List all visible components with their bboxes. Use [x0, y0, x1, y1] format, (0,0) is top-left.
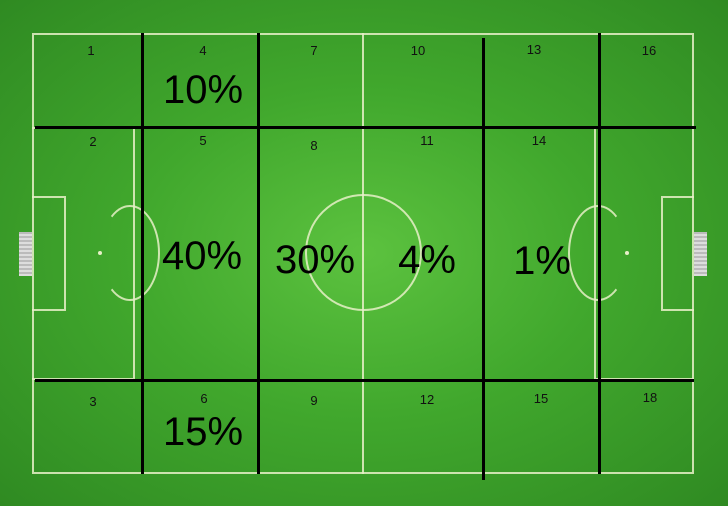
grid-vertical-2	[257, 33, 260, 474]
zone-label: 10	[410, 43, 426, 58]
right-goal-box	[661, 196, 694, 311]
center-circle	[305, 194, 422, 311]
zone-label: 1	[87, 43, 95, 58]
zone-label: 5	[199, 133, 207, 148]
zone-label: 9	[310, 393, 318, 408]
zone-label: 12	[419, 392, 435, 407]
zone-label: 16	[641, 43, 657, 58]
grid-horizontal-top	[35, 126, 696, 129]
left-goal	[19, 232, 32, 276]
grid-vertical-4	[598, 33, 601, 474]
left-penalty-arc	[100, 205, 160, 301]
left-penalty-spot	[98, 251, 102, 255]
zone-label: 11	[420, 133, 434, 148]
right-goal	[694, 232, 707, 276]
zone-label: 8	[310, 138, 318, 153]
grid-vertical-3	[482, 38, 485, 480]
zone-percentage: 40%	[161, 234, 243, 278]
zone-percentage: 30%	[274, 238, 356, 282]
left-goal-box	[32, 196, 66, 311]
zone-label: 4	[199, 43, 207, 58]
zone-percentage: 15%	[162, 410, 244, 454]
right-penalty-spot	[625, 251, 629, 255]
zone-label: 15	[533, 391, 549, 406]
zone-label: 2	[89, 134, 97, 149]
zone-percentage: 1%	[513, 239, 571, 283]
zone-percentage: 4%	[398, 238, 456, 282]
zone-label: 14	[531, 133, 547, 148]
zone-label: 18	[642, 390, 658, 405]
zone-label: 3	[89, 394, 97, 409]
zone-label: 6	[200, 391, 208, 406]
zone-label: 7	[310, 43, 318, 58]
grid-vertical-1	[141, 33, 144, 474]
zone-percentage: 10%	[162, 68, 244, 112]
zone-label: 13	[526, 42, 542, 57]
grid-horizontal-bottom	[35, 379, 694, 382]
